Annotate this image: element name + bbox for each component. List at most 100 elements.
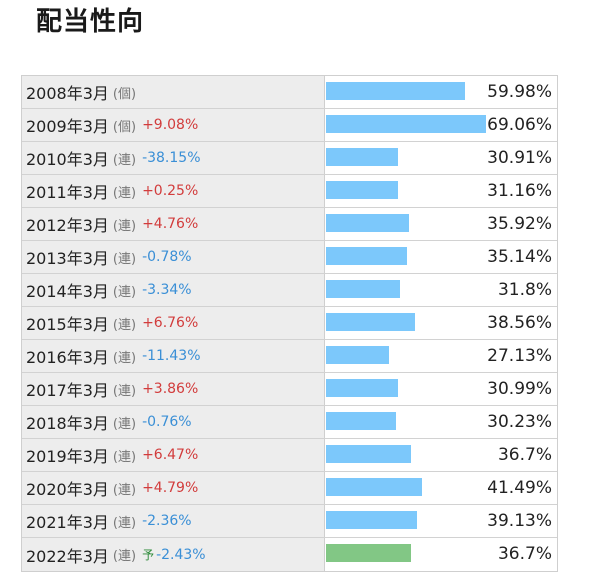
ratio-bar bbox=[326, 214, 409, 232]
table-row: 2020年3月 (連) +4.79% 41.49% bbox=[22, 472, 557, 505]
report-type-label: (連) bbox=[112, 449, 137, 465]
table-row: 2013年3月 (連) -0.78% 35.14% bbox=[22, 241, 557, 274]
change-percent: -0.76% bbox=[142, 414, 192, 430]
ratio-value: 69.06% bbox=[487, 115, 552, 135]
report-type-label: (連) bbox=[112, 317, 137, 333]
period-cell: 2020年3月 (連) +4.79% bbox=[22, 472, 325, 504]
table-row: 2010年3月 (連) -38.15% 30.91% bbox=[22, 142, 557, 175]
period-cell: 2013年3月 (連) -0.78% bbox=[22, 241, 325, 273]
table-row: 2015年3月 (連) +6.76% 38.56% bbox=[22, 307, 557, 340]
period-cell: 2008年3月 (個) bbox=[22, 76, 325, 108]
table-row: 2008年3月 (個) 59.98% bbox=[22, 76, 557, 109]
forecast-bar bbox=[326, 544, 411, 562]
period-cell: 2016年3月 (連) -11.43% bbox=[22, 340, 325, 372]
report-type-label: (連) bbox=[112, 350, 137, 366]
ratio-bar bbox=[326, 313, 415, 331]
value-cell: 31.16% bbox=[325, 175, 557, 207]
period-label: 2015年3月 bbox=[26, 315, 109, 334]
report-type-label: (連) bbox=[112, 251, 137, 267]
ratio-value: 38.56% bbox=[487, 313, 552, 333]
ratio-bar bbox=[326, 148, 398, 166]
table-row: 2019年3月 (連) +6.47% 36.7% bbox=[22, 439, 557, 472]
change-percent: +4.76% bbox=[142, 216, 199, 232]
ratio-value: 35.14% bbox=[487, 247, 552, 267]
change-percent: +6.76% bbox=[142, 315, 199, 331]
change-percent: +4.79% bbox=[142, 480, 199, 496]
value-cell: 35.92% bbox=[325, 208, 557, 240]
value-cell: 30.99% bbox=[325, 373, 557, 405]
period-cell: 2018年3月 (連) -0.76% bbox=[22, 406, 325, 438]
forecast-badge: 予 bbox=[142, 548, 155, 562]
period-label: 2012年3月 bbox=[26, 216, 109, 235]
period-label: 2009年3月 bbox=[26, 117, 109, 136]
value-cell: 27.13% bbox=[325, 340, 557, 372]
period-cell: 2015年3月 (連) +6.76% bbox=[22, 307, 325, 339]
period-cell: 2017年3月 (連) +3.86% bbox=[22, 373, 325, 405]
table-row: 2022年3月 (連) 予 -2.43% 36.7% bbox=[22, 538, 557, 571]
value-cell: 30.23% bbox=[325, 406, 557, 438]
ratio-bar bbox=[326, 82, 465, 100]
ratio-value: 30.91% bbox=[487, 148, 552, 168]
ratio-bar bbox=[326, 511, 417, 529]
value-cell: 59.98% bbox=[325, 76, 557, 108]
table-row: 2014年3月 (連) -3.34% 31.8% bbox=[22, 274, 557, 307]
period-cell: 2011年3月 (連) +0.25% bbox=[22, 175, 325, 207]
ratio-value: 31.8% bbox=[497, 280, 552, 300]
ratio-bar bbox=[326, 181, 398, 199]
period-cell: 2012年3月 (連) +4.76% bbox=[22, 208, 325, 240]
change-percent: +0.25% bbox=[142, 183, 199, 199]
change-percent: -2.43% bbox=[156, 546, 206, 563]
value-cell: 36.7% bbox=[325, 439, 557, 471]
period-label: 2019年3月 bbox=[26, 447, 109, 466]
ratio-value: 27.13% bbox=[487, 346, 552, 366]
ratio-bar bbox=[326, 412, 396, 430]
table-row: 2021年3月 (連) -2.36% 39.13% bbox=[22, 505, 557, 538]
period-label: 2014年3月 bbox=[26, 282, 109, 301]
table-row: 2009年3月 (個) +9.08% 69.06% bbox=[22, 109, 557, 142]
table-row: 2016年3月 (連) -11.43% 27.13% bbox=[22, 340, 557, 373]
ratio-value: 35.92% bbox=[487, 214, 552, 234]
page-title: 配当性向 bbox=[36, 7, 145, 37]
table-row: 2012年3月 (連) +4.76% 35.92% bbox=[22, 208, 557, 241]
change-percent: +9.08% bbox=[142, 117, 199, 133]
period-label: 2020年3月 bbox=[26, 480, 109, 499]
period-label: 2013年3月 bbox=[26, 249, 109, 268]
period-cell: 2022年3月 (連) 予 -2.43% bbox=[22, 538, 325, 571]
report-type-label: (連) bbox=[112, 549, 137, 564]
period-label: 2022年3月 bbox=[26, 546, 109, 566]
period-label: 2008年3月 bbox=[26, 84, 109, 103]
ratio-value: 30.23% bbox=[487, 412, 552, 432]
period-label: 2010年3月 bbox=[26, 150, 109, 169]
ratio-value: 41.49% bbox=[487, 478, 552, 498]
value-cell: 69.06% bbox=[325, 109, 557, 141]
value-cell: 39.13% bbox=[325, 505, 557, 537]
value-cell: 38.56% bbox=[325, 307, 557, 339]
period-label: 2011年3月 bbox=[26, 183, 109, 202]
period-cell: 2010年3月 (連) -38.15% bbox=[22, 142, 325, 174]
report-type-label: (連) bbox=[112, 515, 137, 531]
report-type-label: (個) bbox=[112, 86, 137, 102]
report-type-label: (連) bbox=[112, 152, 137, 168]
ratio-value: 59.98% bbox=[487, 82, 552, 102]
value-cell: 41.49% bbox=[325, 472, 557, 504]
ratio-value: 36.7% bbox=[497, 544, 552, 564]
change-percent: -38.15% bbox=[142, 150, 201, 166]
report-type-label: (連) bbox=[112, 284, 137, 300]
value-cell: 36.7% bbox=[325, 538, 557, 571]
ratio-bar bbox=[326, 280, 400, 298]
ratio-bar bbox=[326, 247, 407, 265]
value-cell: 31.8% bbox=[325, 274, 557, 306]
ratio-value: 36.7% bbox=[497, 445, 552, 465]
ratio-bar bbox=[326, 346, 389, 364]
report-type-label: (連) bbox=[112, 383, 137, 399]
change-percent: -0.78% bbox=[142, 249, 192, 265]
period-cell: 2019年3月 (連) +6.47% bbox=[22, 439, 325, 471]
ratio-bar bbox=[326, 478, 422, 496]
report-type-label: (連) bbox=[112, 185, 137, 201]
period-cell: 2021年3月 (連) -2.36% bbox=[22, 505, 325, 537]
change-percent: -11.43% bbox=[142, 348, 201, 364]
ratio-bar bbox=[326, 379, 398, 397]
period-label: 2017年3月 bbox=[26, 381, 109, 400]
ratio-value: 31.16% bbox=[487, 181, 552, 201]
ratio-value: 39.13% bbox=[487, 511, 552, 531]
